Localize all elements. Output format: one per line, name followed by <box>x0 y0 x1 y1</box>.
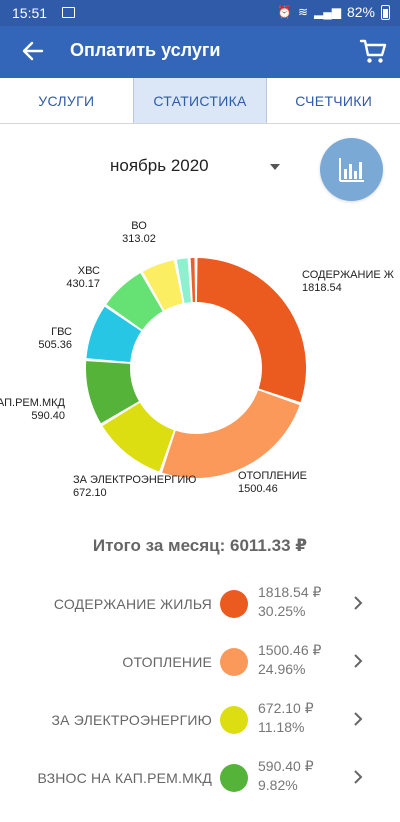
cart-icon[interactable] <box>358 36 388 66</box>
service-percent: 24.96% <box>258 661 306 677</box>
donut-slice <box>190 258 196 303</box>
slice-value-label: 505.36 <box>38 339 72 351</box>
status-icons: ⏰ ≋ ▂▄▆ 82% <box>277 4 390 20</box>
month-total: Итого за месяц: 6011.33 ₽ <box>92 536 308 555</box>
status-time: 15:51 <box>12 5 48 21</box>
slice-label: СОДЕРЖАНИЕ Ж <box>302 269 394 281</box>
bar-chart-icon <box>339 158 364 182</box>
chevron-right-icon <box>354 654 363 668</box>
image-icon <box>62 7 75 18</box>
slice-value-label: 1500.46 <box>238 483 278 495</box>
slice-value-label: 430.17 <box>66 278 100 290</box>
donut-slice <box>196 258 307 403</box>
battery-percent: 82% <box>346 4 375 20</box>
donut-slice <box>86 306 142 363</box>
app-bar: Оплатить услуги <box>0 26 400 78</box>
donut-slice <box>86 361 139 424</box>
list-item[interactable]: ЗА ЭЛЕКТРОЭНЕРГИЮ 672.10 ₽ 11.18% <box>0 692 400 750</box>
slice-label: ЗА ЭЛЕКТРОЭНЕРГИЮ <box>73 474 196 486</box>
page-title: Оплатить услуги <box>70 40 221 60</box>
slice-label: ГВС <box>51 326 72 338</box>
slice-label: ВО <box>131 220 147 232</box>
service-percent: 11.18% <box>258 719 305 735</box>
service-name: ЗА ЭЛЕКТРОЭНЕРГИЮ <box>51 712 212 728</box>
service-percent: 30.25% <box>258 603 306 619</box>
service-amount: 672.10 ₽ <box>258 700 314 716</box>
color-dot <box>220 764 248 792</box>
donut-slice <box>106 273 163 330</box>
month-label: ноябрь 2020 <box>110 156 209 175</box>
tab-bar: УСЛУГИ СТАТИСТИКА СЧЕТЧИКИ <box>0 78 400 124</box>
chevron-right-icon <box>354 596 363 610</box>
service-amount: 1500.46 ₽ <box>258 642 322 658</box>
tab-services[interactable]: УСЛУГИ <box>38 92 95 109</box>
service-amount: 590.40 ₽ <box>258 758 314 774</box>
donut-slice <box>176 258 191 304</box>
donut-slice <box>143 260 183 311</box>
color-dot <box>220 648 248 676</box>
slice-value-label: 672.10 <box>73 487 107 499</box>
wifi-icon: ≋ <box>297 5 308 19</box>
list-item[interactable]: СОДЕРЖАНИЕ ЖИЛЬЯ 1818.54 ₽ 30.25% <box>0 576 400 634</box>
list-item[interactable]: ОТОПЛЕНИЕ 1500.46 ₽ 24.96% <box>0 634 400 692</box>
chevron-right-icon <box>354 770 363 784</box>
service-name: ОТОПЛЕНИЕ <box>122 654 212 670</box>
slice-label: ОТОПЛЕНИЕ <box>238 470 307 482</box>
slice-value-label: 590.40 <box>31 410 65 422</box>
color-dot <box>220 590 248 618</box>
signal-icon: ▂▄▆ <box>314 5 341 19</box>
donut-slice <box>102 402 174 472</box>
slice-value-label: 1818.54 <box>302 282 342 294</box>
slice-label: ХВС <box>78 265 100 277</box>
color-dot <box>220 706 248 734</box>
list-item[interactable]: ВЗНОС НА КАП.РЕМ.МКД 590.40 ₽ 9.82% <box>0 750 400 808</box>
service-amount: 1818.54 ₽ <box>258 584 322 600</box>
chart-toggle-button[interactable] <box>320 138 383 201</box>
service-percent: 9.82% <box>258 777 298 793</box>
chevron-right-icon <box>354 712 363 726</box>
tab-statistics[interactable]: СТАТИСТИКА <box>132 78 268 123</box>
chevron-down-icon <box>270 164 280 170</box>
status-bar: 15:51 ⏰ ≋ ▂▄▆ 82% <box>0 0 400 26</box>
donut-slice <box>162 390 300 478</box>
service-name: СОДЕРЖАНИЕ ЖИЛЬЯ <box>53 596 212 612</box>
slice-label: КАП.РЕМ.МКД <box>0 397 66 409</box>
month-dropdown[interactable]: ноябрь 2020 <box>110 156 286 180</box>
arrow-left-icon[interactable] <box>18 36 48 66</box>
tab-meters[interactable]: СЧЕТЧИКИ <box>295 92 373 109</box>
service-name: ВЗНОС НА КАП.РЕМ.МКД <box>37 770 212 786</box>
slice-value-label: 313.02 <box>122 233 156 245</box>
alarm-icon: ⏰ <box>276 5 292 19</box>
battery-icon <box>381 4 390 20</box>
